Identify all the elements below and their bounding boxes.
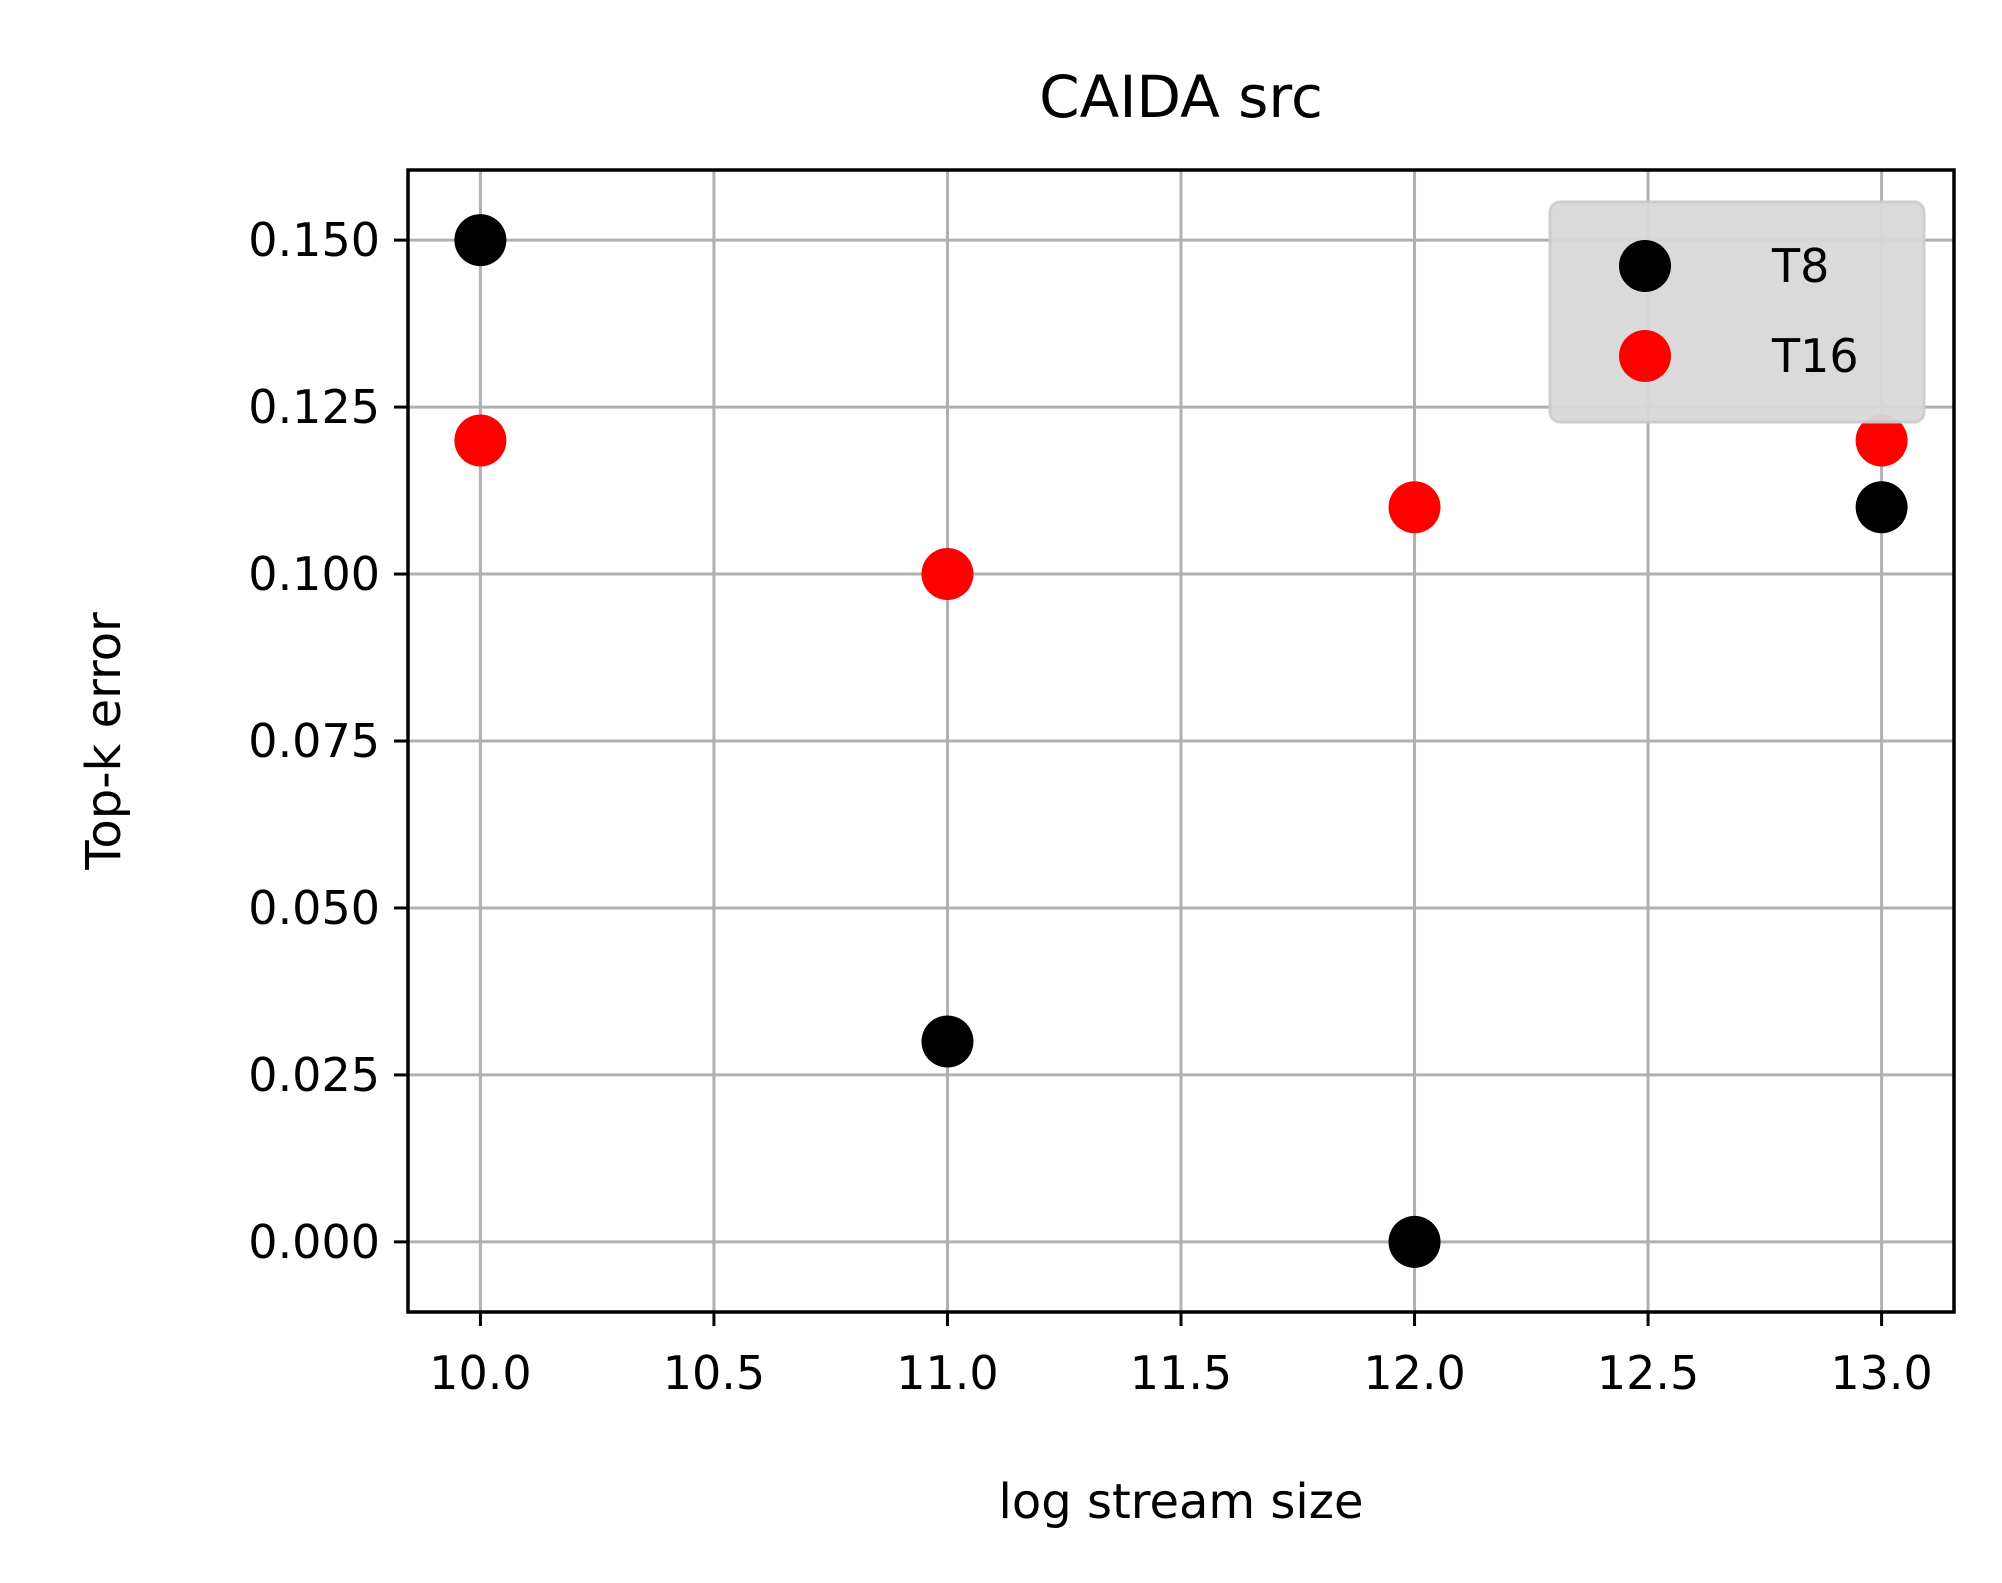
legend-marker-t16 bbox=[1619, 330, 1671, 382]
chart-title: CAIDA src bbox=[1039, 63, 1323, 131]
plot-frame bbox=[406, 168, 1956, 1314]
x-tick-label: 13.0 bbox=[1830, 1346, 1932, 1400]
point-t16 bbox=[1388, 481, 1441, 534]
y-tick-label: 0.075 bbox=[248, 714, 380, 768]
y-tick-label: 0.150 bbox=[248, 213, 380, 267]
point-t8 bbox=[454, 214, 507, 267]
x-tick-label: 12.5 bbox=[1597, 1346, 1699, 1400]
y-tick-label: 0.050 bbox=[248, 881, 380, 935]
legend-label-t8: T8 bbox=[1771, 239, 1829, 293]
x-tick-label: 11.0 bbox=[896, 1346, 998, 1400]
x-tick-label: 12.0 bbox=[1363, 1346, 1465, 1400]
x-tick-label: 10.5 bbox=[663, 1346, 765, 1400]
data-points bbox=[454, 214, 1908, 1268]
point-t16 bbox=[921, 548, 974, 601]
point-t8 bbox=[1388, 1215, 1441, 1268]
point-t16 bbox=[1855, 414, 1908, 467]
y-tick-label: 0.125 bbox=[248, 380, 380, 434]
point-t8 bbox=[921, 1015, 974, 1068]
y-tick-label: 0.100 bbox=[248, 547, 380, 601]
x-tick-label: 10.0 bbox=[429, 1346, 531, 1400]
x-tick-label: 11.5 bbox=[1130, 1346, 1232, 1400]
y-axis-label: Top-k error bbox=[76, 612, 132, 871]
point-t16 bbox=[454, 414, 507, 467]
y-tick-label: 0.025 bbox=[248, 1048, 380, 1102]
axis-ticks: 10.0 10.5 11.0 11.5 12.0 12.5 13.0 0.000 0.025 0.… bbox=[248, 213, 1933, 1400]
legend-box bbox=[1548, 200, 1926, 424]
point-t8 bbox=[1855, 481, 1908, 534]
y-tick-label: 0.000 bbox=[248, 1215, 380, 1269]
legend-marker-t8 bbox=[1619, 240, 1671, 292]
legend: T8 T16 bbox=[1548, 200, 1926, 424]
x-axis-label: log stream size bbox=[999, 1474, 1364, 1530]
legend-label-t16: T16 bbox=[1771, 329, 1859, 383]
